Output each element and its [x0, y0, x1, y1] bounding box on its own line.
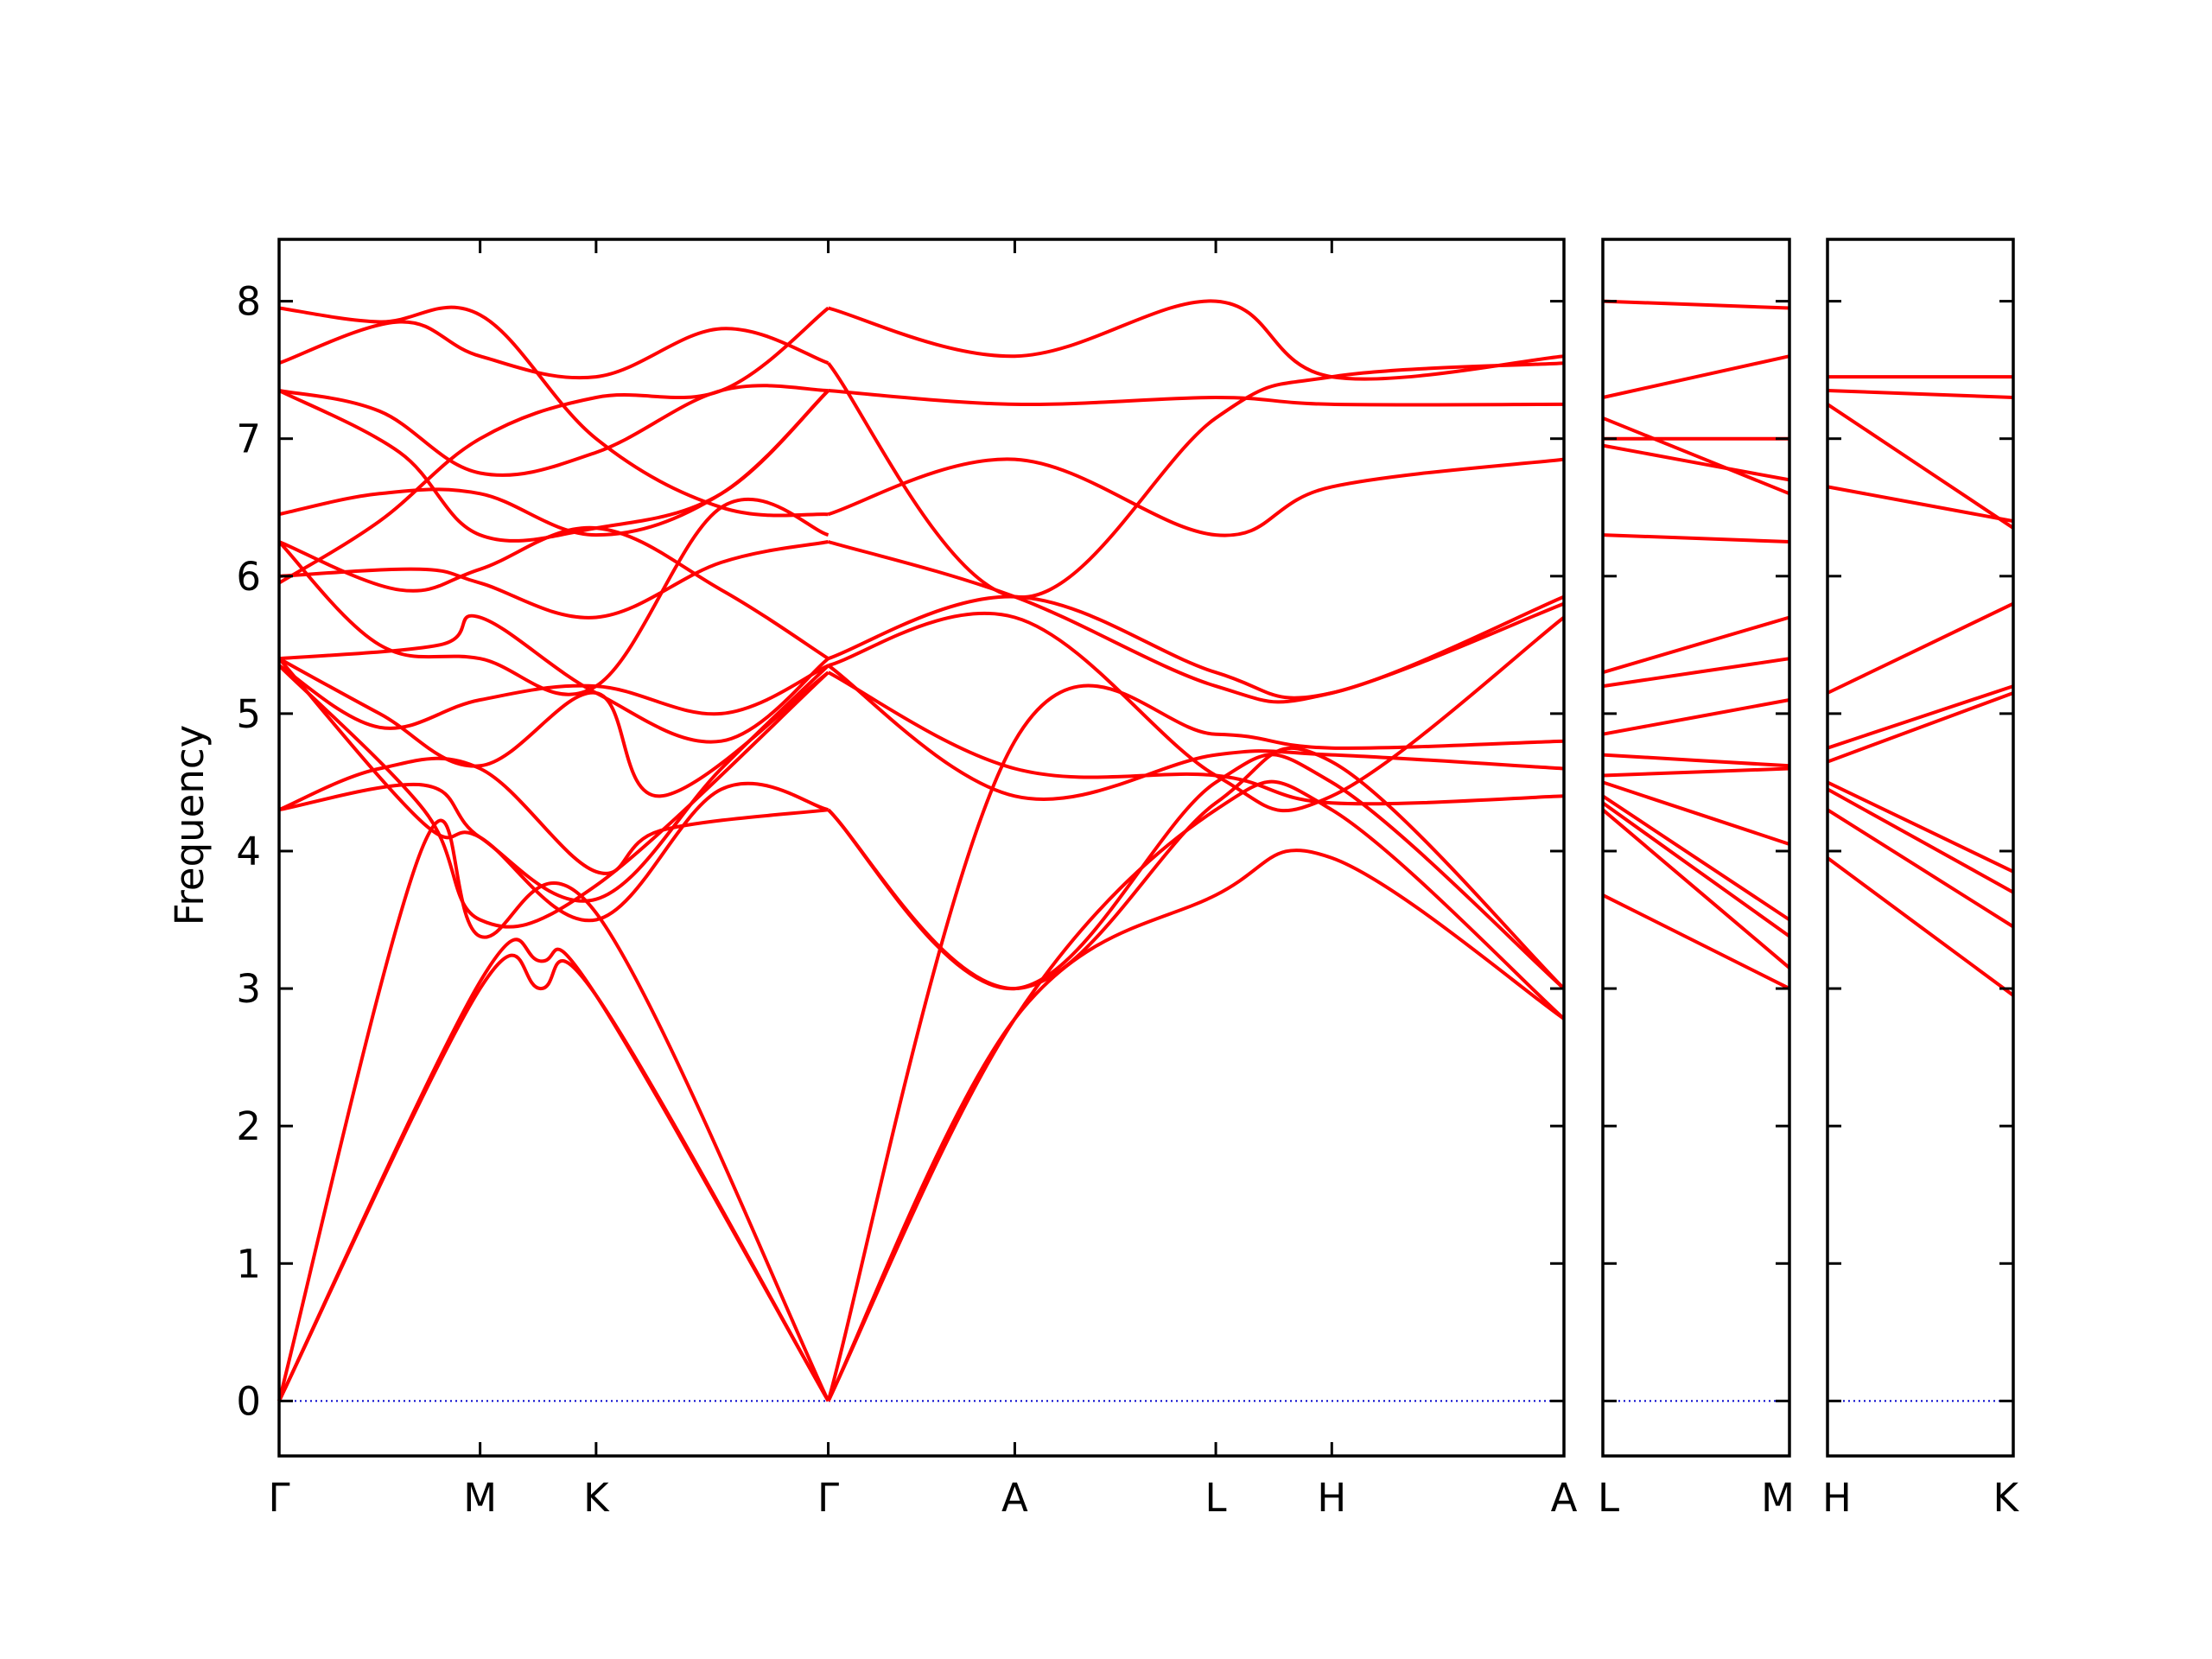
band-line — [1827, 780, 2014, 874]
panel-frame — [1826, 238, 2015, 1458]
band-line — [826, 849, 1566, 1402]
y-tick-label: 8 — [236, 279, 261, 325]
band-line — [277, 664, 830, 730]
y-tick-label: 1 — [236, 1241, 261, 1287]
y-tick-label: 5 — [236, 691, 261, 737]
band-line — [827, 594, 1565, 700]
x-tick-label: A — [1001, 1475, 1028, 1521]
x-tick-label: K — [583, 1475, 610, 1521]
y-tick-label: 3 — [236, 966, 261, 1012]
x-tick-label: Γ — [268, 1475, 289, 1521]
band-line — [277, 306, 830, 585]
band-line — [1826, 403, 2015, 530]
x-tick-label: A — [1551, 1475, 1578, 1521]
panel-frame — [277, 238, 1566, 1458]
band-line — [826, 683, 1565, 1402]
band-line — [1602, 354, 1790, 399]
band-line — [1602, 698, 1790, 736]
band-line — [827, 361, 1565, 599]
band-line — [1602, 753, 1790, 768]
band-line — [828, 457, 1565, 537]
y-tick-label: 6 — [236, 554, 261, 600]
band-line — [277, 953, 830, 1402]
band-line — [278, 540, 829, 620]
band-line — [1827, 787, 2014, 894]
x-tick-label: H — [1822, 1475, 1852, 1521]
band-line — [278, 305, 829, 518]
band-line — [278, 384, 829, 477]
x-tick-label: M — [1761, 1475, 1795, 1521]
band-line — [1826, 856, 2015, 997]
band-line — [1602, 780, 1790, 846]
y-tick-label: 2 — [236, 1103, 261, 1149]
band-line — [277, 938, 830, 1402]
y-axis-title: Frequency — [167, 725, 213, 925]
x-tick-label: Γ — [817, 1475, 839, 1521]
band-line — [828, 389, 1565, 407]
band-line — [1601, 801, 1791, 938]
band-line — [1827, 684, 2014, 750]
band-line — [278, 613, 830, 744]
band-line — [827, 671, 1565, 806]
panel-frame — [1601, 238, 1791, 1458]
x-tick-label: K — [1993, 1475, 2019, 1521]
y-tick-label: 0 — [236, 1378, 261, 1424]
band-line — [1827, 485, 2014, 524]
band-line — [1827, 601, 2014, 695]
band-line — [1602, 299, 1790, 310]
x-tick-label: M — [463, 1475, 497, 1521]
band-line — [1826, 808, 2015, 929]
band-line — [1827, 389, 2014, 399]
band-line — [278, 320, 830, 380]
band-line — [828, 611, 1566, 813]
band-line — [828, 299, 1565, 381]
band-line — [277, 664, 830, 929]
band-line — [278, 525, 830, 660]
band-line — [1602, 657, 1790, 689]
band-line — [278, 389, 830, 543]
y-tick-label: 4 — [236, 829, 261, 874]
band-line — [1601, 794, 1791, 922]
band-line — [828, 540, 1565, 704]
band-line — [278, 657, 830, 798]
band-line — [1602, 766, 1790, 778]
band-line — [1602, 615, 1790, 675]
band-line — [1602, 893, 1790, 990]
band-line — [277, 497, 830, 696]
x-tick-label: L — [1205, 1475, 1227, 1521]
y-tick-label: 7 — [236, 416, 261, 462]
band-line — [827, 746, 1566, 991]
x-tick-label: L — [1598, 1475, 1619, 1521]
band-line — [277, 818, 830, 1402]
band-line — [826, 779, 1566, 1402]
band-line — [278, 756, 829, 875]
x-tick-label: H — [1317, 1475, 1346, 1521]
band-line — [1602, 533, 1790, 543]
band-line — [1827, 691, 2014, 764]
band-line — [277, 657, 830, 923]
band-line — [1602, 416, 1790, 496]
band-line — [1602, 443, 1790, 482]
y-tick-labels: 0 1 2 3 4 5 6 7 8 — [236, 279, 261, 1425]
band-line — [1601, 808, 1791, 969]
band-line — [827, 664, 1565, 801]
